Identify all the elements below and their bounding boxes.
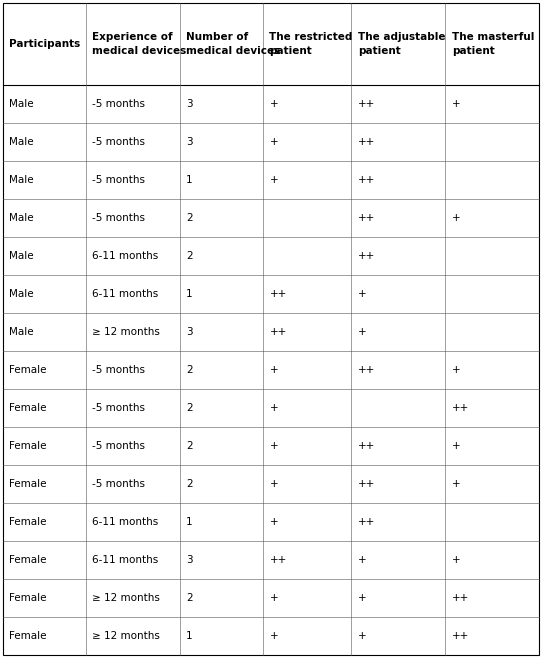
Text: +: +: [452, 555, 461, 565]
Text: +: +: [452, 441, 461, 451]
Text: 2: 2: [186, 251, 193, 261]
Text: ≥ 12 months: ≥ 12 months: [92, 593, 160, 603]
Text: Female: Female: [9, 403, 47, 413]
Text: 3: 3: [186, 327, 193, 337]
Text: Male: Male: [9, 289, 34, 299]
Text: ++: ++: [358, 213, 375, 222]
Text: +: +: [358, 327, 366, 337]
Text: The adjustable
patient: The adjustable patient: [358, 32, 446, 56]
Text: 6-11 months: 6-11 months: [92, 555, 159, 565]
Text: -5 months: -5 months: [92, 441, 145, 451]
Text: 1: 1: [186, 289, 193, 299]
Text: +: +: [269, 631, 278, 641]
Text: ++: ++: [358, 365, 375, 374]
Text: ++: ++: [358, 517, 375, 526]
Text: +: +: [269, 593, 278, 603]
Text: +: +: [452, 479, 461, 489]
Text: ++: ++: [452, 403, 469, 413]
Text: Female: Female: [9, 365, 47, 374]
Text: ++: ++: [358, 99, 375, 109]
Text: ++: ++: [358, 251, 375, 261]
Text: Male: Male: [9, 99, 34, 109]
Text: +: +: [358, 555, 366, 565]
Text: ++: ++: [269, 289, 287, 299]
Text: 2: 2: [186, 441, 193, 451]
Text: 2: 2: [186, 365, 193, 374]
Text: Male: Male: [9, 327, 34, 337]
Text: +: +: [269, 479, 278, 489]
Text: +: +: [358, 631, 366, 641]
Text: ≥ 12 months: ≥ 12 months: [92, 327, 160, 337]
Text: ++: ++: [358, 441, 375, 451]
Text: -5 months: -5 months: [92, 365, 145, 374]
Text: +: +: [452, 213, 461, 222]
Text: +: +: [358, 289, 366, 299]
Text: 6-11 months: 6-11 months: [92, 517, 159, 526]
Text: +: +: [269, 99, 278, 109]
Text: +: +: [269, 137, 278, 147]
Text: Male: Male: [9, 251, 34, 261]
Text: 2: 2: [186, 403, 193, 413]
Text: 1: 1: [186, 517, 193, 526]
Text: 3: 3: [186, 99, 193, 109]
Text: 3: 3: [186, 555, 193, 565]
Text: Female: Female: [9, 631, 47, 641]
Text: ++: ++: [358, 479, 375, 489]
Text: -5 months: -5 months: [92, 137, 145, 147]
Text: -5 months: -5 months: [92, 403, 145, 413]
Text: ++: ++: [452, 593, 469, 603]
Text: ++: ++: [358, 137, 375, 147]
Text: Male: Male: [9, 213, 34, 222]
Text: Experience of
medical devices: Experience of medical devices: [92, 32, 186, 56]
Text: +: +: [269, 441, 278, 451]
Text: +: +: [358, 593, 366, 603]
Text: 6-11 months: 6-11 months: [92, 251, 159, 261]
Text: -5 months: -5 months: [92, 213, 145, 222]
Text: Male: Male: [9, 175, 34, 185]
Text: 2: 2: [186, 479, 193, 489]
Text: Female: Female: [9, 555, 47, 565]
Text: 1: 1: [186, 631, 193, 641]
Text: ++: ++: [452, 631, 469, 641]
Text: Female: Female: [9, 517, 47, 526]
Text: Female: Female: [9, 441, 47, 451]
Text: The restricted
patient: The restricted patient: [269, 32, 353, 56]
Text: Male: Male: [9, 137, 34, 147]
Text: ≥ 12 months: ≥ 12 months: [92, 631, 160, 641]
Text: 6-11 months: 6-11 months: [92, 289, 159, 299]
Text: 2: 2: [186, 213, 193, 222]
Text: ++: ++: [269, 327, 287, 337]
Text: -5 months: -5 months: [92, 479, 145, 489]
Text: ++: ++: [269, 555, 287, 565]
Text: +: +: [452, 365, 461, 374]
Text: -5 months: -5 months: [92, 175, 145, 185]
Text: +: +: [269, 403, 278, 413]
Text: Female: Female: [9, 593, 47, 603]
Text: -5 months: -5 months: [92, 99, 145, 109]
Text: The masterful
patient: The masterful patient: [452, 32, 534, 56]
Text: 2: 2: [186, 593, 193, 603]
Text: Number of
medical devices: Number of medical devices: [186, 32, 281, 56]
Text: ++: ++: [358, 175, 375, 185]
Text: Participants: Participants: [9, 39, 80, 49]
Text: 3: 3: [186, 137, 193, 147]
Text: +: +: [452, 99, 461, 109]
Text: +: +: [269, 365, 278, 374]
Text: 1: 1: [186, 175, 193, 185]
Text: Female: Female: [9, 479, 47, 489]
Text: +: +: [269, 517, 278, 526]
Text: +: +: [269, 175, 278, 185]
